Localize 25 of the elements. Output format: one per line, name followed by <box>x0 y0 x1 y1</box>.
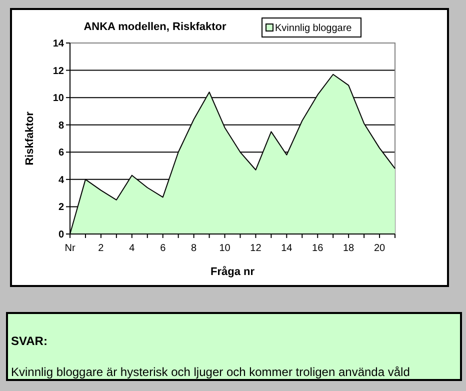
text: SVAR: <box>11 334 48 348</box>
text: Kvinnlig bloggare är hysterisk och ljuger och kommer troligen använda våld <box>11 365 410 379</box>
y-tick-label: 0 <box>58 230 64 240</box>
x-tick-label: Nr <box>64 243 76 254</box>
x-tick-label: 2 <box>98 243 104 254</box>
x-tick-label: 20 <box>374 243 386 254</box>
x-tick-label: 10 <box>219 243 231 254</box>
x-axis-title: Fråga nr <box>210 265 256 278</box>
y-tick-label: 10 <box>52 93 64 104</box>
x-tick-label: 8 <box>191 243 198 254</box>
x-tick-label: 16 <box>312 243 324 254</box>
chart-title: ANKA modellen, Riskfaktor <box>84 21 228 33</box>
x-tick-label: 14 <box>281 243 293 254</box>
y-tick-label: 2 <box>58 202 64 214</box>
x-tick-label: 6 <box>160 243 166 254</box>
x-tick-label: 4 <box>129 243 136 254</box>
y-tick-label: 6 <box>58 148 64 159</box>
x-tick-label: 12 <box>250 243 262 254</box>
legend-label: Kvinnlig bloggare <box>275 23 352 34</box>
x-tick-label: 18 <box>343 243 355 254</box>
y-tick-label: 14 <box>52 38 64 50</box>
y-tick-label: 4 <box>58 174 64 186</box>
y-axis-title: Riskfaktor <box>24 110 36 166</box>
y-tick-label: 12 <box>52 66 64 77</box>
y-tick-label: 8 <box>58 120 64 132</box>
